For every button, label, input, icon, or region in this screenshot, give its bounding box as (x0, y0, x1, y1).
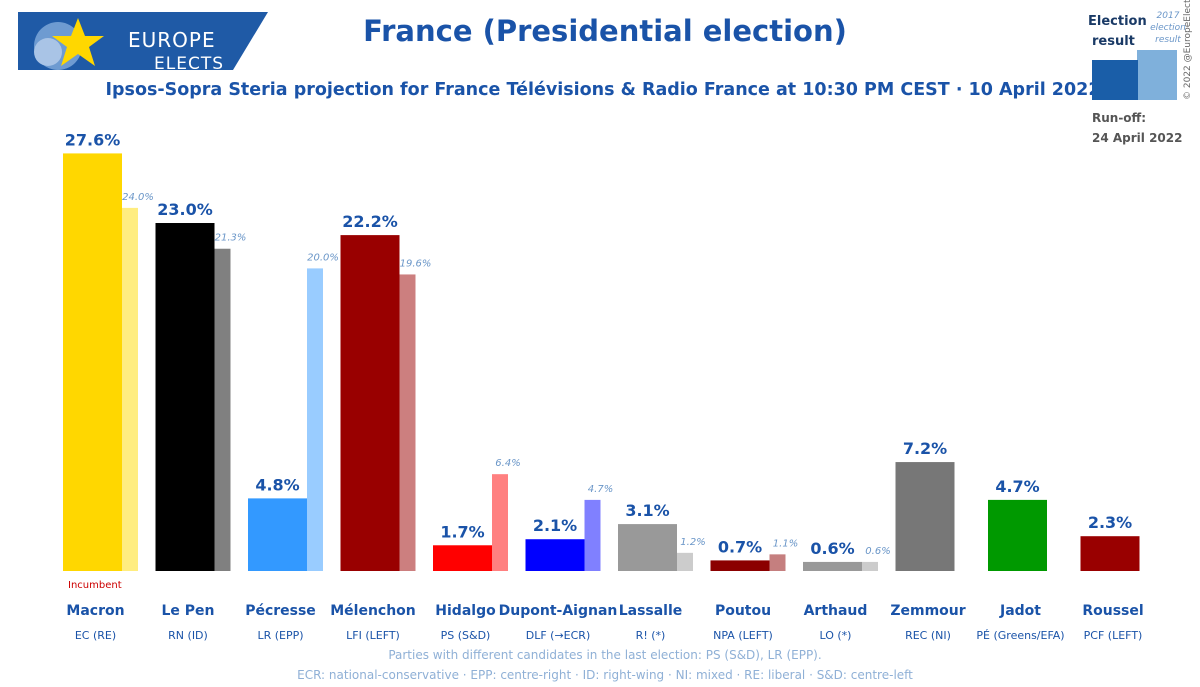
label-2022-lassalle: 3.1% (625, 501, 669, 520)
legend-previous-line-2: election (1150, 23, 1186, 33)
bar-2017-arthaud (862, 561, 878, 571)
footnote-groups: ECR: national-conservative · EPP: centre… (297, 668, 913, 682)
bar-2022-arthaud (803, 561, 862, 571)
party-label-lassalle: R! (*) (636, 629, 666, 642)
bar-2017-pecresse (307, 268, 323, 571)
bar-2017-melenchon (399, 274, 416, 571)
label-2017-macron: 24.0% (122, 192, 154, 203)
bar-2022-jadot (988, 499, 1047, 571)
bar-2017-poutou (769, 554, 786, 571)
party-label-arthaud: LO (*) (820, 629, 852, 642)
legend-swatches (1092, 50, 1177, 100)
legend-current-line-1: Election (1088, 14, 1147, 29)
label-2017-melenchon: 19.6% (400, 258, 432, 269)
label-2017-lassalle: 1.2% (680, 537, 705, 548)
bar-2022-lassalle (618, 524, 677, 571)
candidate-name-arthaud: Arthaud (804, 603, 868, 619)
label-2017-dupont-aignan: 4.7% (588, 484, 613, 495)
candidate-name-pecresse: Pécresse (245, 603, 316, 619)
logo-line-2: ELECTS (154, 54, 224, 74)
party-label-hidalgo: PS (S&D) (441, 629, 491, 642)
bar-2022-poutou (710, 560, 770, 571)
legend-current-line-2: result (1092, 34, 1135, 49)
logo-line-1: EUROPE (128, 28, 216, 52)
bar-2017-dupont-aignan (584, 499, 601, 571)
label-2022-melenchon: 22.2% (342, 212, 398, 231)
party-label-jadot: PÉ (Greens/EFA) (976, 629, 1064, 642)
label-2017-le-pen: 21.3% (215, 233, 247, 244)
candidate-name-le-pen: Le Pen (161, 603, 214, 619)
candidate-name-poutou: Poutou (715, 603, 771, 619)
bar-2022-macron (63, 153, 122, 572)
label-2017-pecresse: 20.0% (307, 252, 339, 263)
runoff-label: Run-off: (1092, 111, 1147, 125)
legend-previous-line-1: 2017 (1156, 11, 1180, 21)
party-label-le-pen: RN (ID) (168, 629, 208, 642)
label-2022-dupont-aignan: 2.1% (533, 516, 577, 535)
bar-2017-le-pen (214, 248, 231, 571)
bar-2017-macron (122, 207, 138, 571)
candidate-name-dupont-aignan: Dupont-Aignan (499, 603, 618, 619)
label-2022-zemmour: 7.2% (903, 439, 947, 458)
page-subtitle: Ipsos-Sopra Steria projection for France… (105, 80, 1101, 100)
bar-2017-lassalle (677, 552, 693, 571)
party-label-poutou: NPA (LEFT) (713, 629, 773, 642)
legend: Election result 2017 election result (1088, 10, 1186, 160)
legend-swatch-current (1092, 60, 1138, 100)
incumbent-label: Incumbent (68, 580, 122, 591)
bar-2022-dupont-aignan (525, 539, 585, 571)
party-label-macron: EC (RE) (75, 629, 116, 642)
party-label-roussel: PCF (LEFT) (1084, 629, 1143, 642)
party-label-dupont-aignan: DLF (→ECR) (526, 629, 591, 642)
runoff-info: Run-off: 24 April 2022 (1092, 108, 1182, 148)
bar-2017-hidalgo (492, 474, 508, 571)
label-2022-roussel: 2.3% (1088, 513, 1132, 532)
candidate-name-hidalgo: Hidalgo (435, 603, 496, 619)
party-label-pecresse: LR (EPP) (257, 629, 303, 642)
candidate-name-melenchon: Mélenchon (330, 603, 416, 619)
label-2022-hidalgo: 1.7% (440, 522, 484, 541)
candidate-name-macron: Macron (66, 603, 124, 619)
footnote-parties: Parties with different candidates in the… (388, 648, 822, 662)
logo-graphic (18, 12, 268, 70)
candidate-name-roussel: Roussel (1082, 603, 1143, 619)
bar-2022-pecresse (248, 498, 307, 571)
bar-2022-roussel (1080, 536, 1140, 571)
candidate-name-zemmour: Zemmour (890, 603, 965, 619)
europe-elects-logo: EUROPE ELECTS (18, 12, 268, 74)
party-label-melenchon: LFI (LEFT) (346, 629, 400, 642)
label-2022-macron: 27.6% (65, 130, 121, 149)
candidate-name-lassalle: Lassalle (619, 603, 683, 619)
legend-previous-line-3: result (1155, 35, 1181, 45)
bar-2022-melenchon (340, 235, 400, 571)
label-2017-arthaud: 0.6% (865, 546, 890, 557)
label-2022-poutou: 0.7% (718, 537, 762, 556)
bar-2022-hidalgo (433, 545, 492, 571)
candidate-name-jadot: Jadot (999, 603, 1041, 619)
label-2017-poutou: 1.1% (773, 538, 798, 549)
label-2022-jadot: 4.7% (995, 477, 1039, 496)
label-2022-arthaud: 0.6% (810, 539, 854, 558)
page-title: France (Presidential election) (363, 14, 847, 48)
legend-swatch-previous (1137, 50, 1177, 100)
label-2022-le-pen: 23.0% (157, 200, 213, 219)
label-2017-hidalgo: 6.4% (495, 458, 520, 469)
bar-2022-le-pen (155, 223, 215, 571)
label-2022-pecresse: 4.8% (255, 475, 299, 494)
bar-2022-zemmour (895, 462, 955, 571)
runoff-date: 24 April 2022 (1092, 131, 1183, 145)
party-label-zemmour: REC (NI) (905, 629, 951, 642)
